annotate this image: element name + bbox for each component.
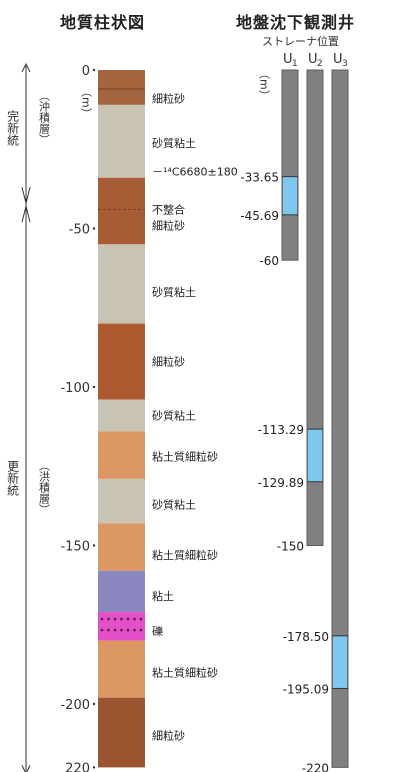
gravel-dot bbox=[139, 628, 143, 632]
well-pipe-U2 bbox=[306, 69, 324, 546]
layer-label: 粘土質細粒砂 bbox=[152, 665, 218, 679]
gravel-dot bbox=[126, 628, 130, 632]
layer-3 bbox=[98, 177, 145, 245]
well-name-U1: U bbox=[283, 52, 293, 67]
well-screen-U2 bbox=[308, 429, 322, 482]
gravel-dot bbox=[120, 617, 123, 621]
gravel-dot bbox=[120, 628, 123, 632]
depth-tick-dot bbox=[92, 544, 96, 547]
well-title: 地盤沈下観測井 bbox=[236, 13, 356, 32]
layer-10 bbox=[98, 570, 145, 613]
layer-11 bbox=[98, 612, 145, 641]
well-screen-U3 bbox=[333, 635, 347, 689]
annotation-label: 不整合 bbox=[152, 202, 185, 216]
depth-tick-dot bbox=[92, 702, 96, 706]
layer-9 bbox=[98, 523, 145, 571]
well-depth-label: -33.65 bbox=[240, 171, 279, 185]
well-name-U2: U bbox=[308, 52, 318, 67]
layer-13 bbox=[98, 697, 145, 768]
depth-tick-label: -100 bbox=[60, 381, 90, 396]
well-name-sub: 2 bbox=[317, 59, 323, 69]
layer-label: 細粒砂 bbox=[152, 355, 185, 369]
well-depth-label: -220 bbox=[302, 761, 329, 772]
well-depth-label: -113.29 bbox=[258, 423, 304, 437]
depth-tick-label: -150 bbox=[60, 540, 90, 555]
depth-tick-dot bbox=[92, 227, 96, 230]
depth-tick-dot bbox=[92, 766, 96, 769]
layer-label: 砂質粘土 bbox=[152, 285, 196, 299]
well-depth-label: -60 bbox=[259, 254, 279, 268]
pleistocene-label: 更新統 bbox=[5, 460, 20, 496]
holocene-sub-label: （沖積層） bbox=[37, 90, 51, 145]
depth-tick-dot bbox=[92, 385, 96, 389]
gravel-dot bbox=[113, 628, 117, 632]
layer-label: 砂質粘土 bbox=[152, 136, 196, 150]
era-arrow-pleistocene bbox=[21, 206, 31, 223]
layer-label: 粘土 bbox=[152, 589, 174, 603]
axis-arrow-top bbox=[21, 62, 31, 73]
well-unit: （m） bbox=[257, 68, 271, 101]
layer-12 bbox=[98, 640, 145, 698]
gravel-dot bbox=[133, 628, 136, 632]
well-depth-label: -195.09 bbox=[283, 682, 329, 696]
layer-label: 粘土質細粒砂 bbox=[152, 548, 218, 562]
layer-5 bbox=[98, 323, 145, 400]
holocene-label: 完新統 bbox=[5, 110, 20, 146]
axis-arrow-bottom bbox=[21, 765, 31, 772]
era-arrow-holocene bbox=[21, 187, 31, 204]
gravel-dot bbox=[107, 617, 110, 621]
layer-4 bbox=[98, 244, 145, 324]
column-unit: （m） bbox=[79, 86, 93, 119]
well-pipe-U3 bbox=[331, 69, 349, 768]
layer-label: 細粒砂 bbox=[152, 729, 185, 743]
well-name-sub: 3 bbox=[342, 59, 348, 69]
depth-tick-label: -50 bbox=[69, 223, 90, 238]
well-depth-label: -150 bbox=[277, 540, 304, 554]
annotation-label: －¹⁴C6680±180 bbox=[152, 165, 238, 178]
strainer-label: ストレーナ位置 bbox=[262, 35, 339, 48]
well-depth-label: -45.69 bbox=[240, 209, 279, 223]
gravel-dot bbox=[100, 628, 104, 632]
well-screen-U1 bbox=[283, 176, 297, 215]
layer-7 bbox=[98, 431, 145, 479]
gravel-dot bbox=[126, 617, 130, 621]
layer-label: 礫 bbox=[152, 624, 163, 638]
layer-label: 砂質粘土 bbox=[152, 497, 196, 511]
depth-tick-dot bbox=[92, 68, 96, 72]
depth-tick-label: 0 bbox=[82, 64, 90, 79]
depth-tick-label: 220 bbox=[65, 761, 90, 772]
well-name-U3: U bbox=[333, 52, 343, 67]
gravel-dot bbox=[139, 617, 143, 621]
layer-6 bbox=[98, 399, 145, 432]
layer-label: 細粒砂 bbox=[152, 218, 185, 232]
gravel-dot bbox=[113, 617, 117, 621]
layer-label: 細粒砂 bbox=[152, 92, 185, 106]
layer-8 bbox=[98, 478, 145, 524]
layer-1 bbox=[98, 70, 145, 105]
well-depth-label: -129.89 bbox=[258, 476, 304, 490]
depth-tick-label: -200 bbox=[60, 698, 90, 713]
well-name-sub: 1 bbox=[292, 59, 298, 69]
well-pipe-U1 bbox=[281, 69, 299, 261]
layer-label: 砂質粘土 bbox=[152, 409, 196, 423]
gravel-dot bbox=[100, 617, 104, 621]
pleistocene-sub-label: （洪積層） bbox=[37, 460, 51, 515]
column-title: 地質柱状図 bbox=[60, 13, 146, 32]
gravel-dot bbox=[133, 617, 136, 621]
well-depth-label: -178.50 bbox=[283, 630, 329, 644]
gravel-dot bbox=[107, 628, 110, 632]
layer-label: 粘土質細粒砂 bbox=[152, 450, 218, 464]
layer-2 bbox=[98, 104, 145, 178]
